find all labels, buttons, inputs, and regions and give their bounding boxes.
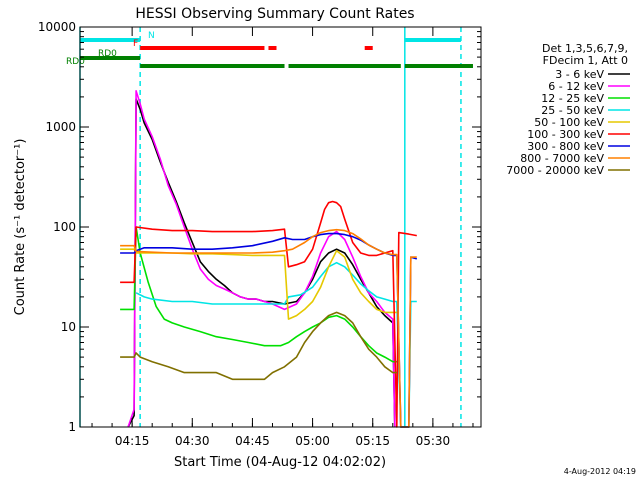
- x-tick-label-0: 04:15: [115, 434, 150, 448]
- legend-label-5: 100 - 300 keV: [527, 128, 604, 141]
- x-tick-label-5: 05:30: [416, 434, 451, 448]
- chart-title: HESSI Observing Summary Count Rates: [135, 6, 414, 22]
- series-line-4: [120, 248, 397, 320]
- x-axis-label: Start Time (04-Aug-12 04:02:02): [174, 455, 386, 470]
- x-tick-label-1: 04:30: [175, 434, 210, 448]
- date-stamp: 4-Aug-2012 04:19: [564, 467, 636, 476]
- axis-layer: 04:15 04:30 04:45 05:00 05:15 05:30 1 10 100 1000…: [38, 20, 481, 448]
- y-axis-label: Count Rate (s⁻¹ detector⁻¹): [13, 139, 28, 316]
- legend-label-3: 25 - 50 keV: [541, 104, 604, 117]
- flag-label-0: N: [148, 31, 155, 41]
- flag-label-2: RD0: [98, 49, 117, 59]
- flag-label-1: F: [133, 39, 138, 49]
- series-layer: [120, 90, 418, 428]
- y-tick-label-0: 1: [68, 420, 76, 434]
- legend-label-6: 300 - 800 keV: [527, 140, 604, 153]
- series-line-7: [120, 228, 417, 428]
- x-tick-label-3: 05:00: [295, 434, 330, 448]
- legend: Det 1,3,5,6,7,9,FDecim 1, Att 03 - 6 keV…: [506, 42, 630, 177]
- legend-label-8: 7000 - 20000 keV: [506, 164, 604, 177]
- y-tick-label-2: 100: [53, 220, 76, 234]
- y-tick-label-1: 10: [61, 320, 76, 334]
- series-line-5: [120, 200, 417, 428]
- legend-label-2: 12 - 25 keV: [541, 92, 604, 105]
- legend-label-4: 50 - 100 keV: [534, 116, 604, 129]
- legend-header-0: Det 1,3,5,6,7,9,: [542, 42, 628, 55]
- legend-header-1: FDecim 1, Att 0: [543, 54, 628, 67]
- series-line-3: [135, 261, 417, 428]
- x-tick-label-4: 05:15: [355, 434, 390, 448]
- legend-label-7: 800 - 7000 keV: [520, 152, 604, 165]
- y-tick-label-4: 10000: [38, 20, 76, 34]
- series-line-1: [127, 90, 396, 428]
- flag-bar-layer: NF RD0 RD0: [66, 31, 473, 68]
- legend-label-1: 6 - 12 keV: [548, 80, 604, 93]
- series-line-8: [120, 311, 397, 381]
- flag-label-3: RD0: [66, 57, 85, 67]
- legend-label-0: 3 - 6 keV: [555, 68, 604, 81]
- series-line-6: [120, 232, 418, 428]
- y-tick-label-3: 1000: [45, 120, 76, 134]
- x-tick-label-2: 04:45: [235, 434, 270, 448]
